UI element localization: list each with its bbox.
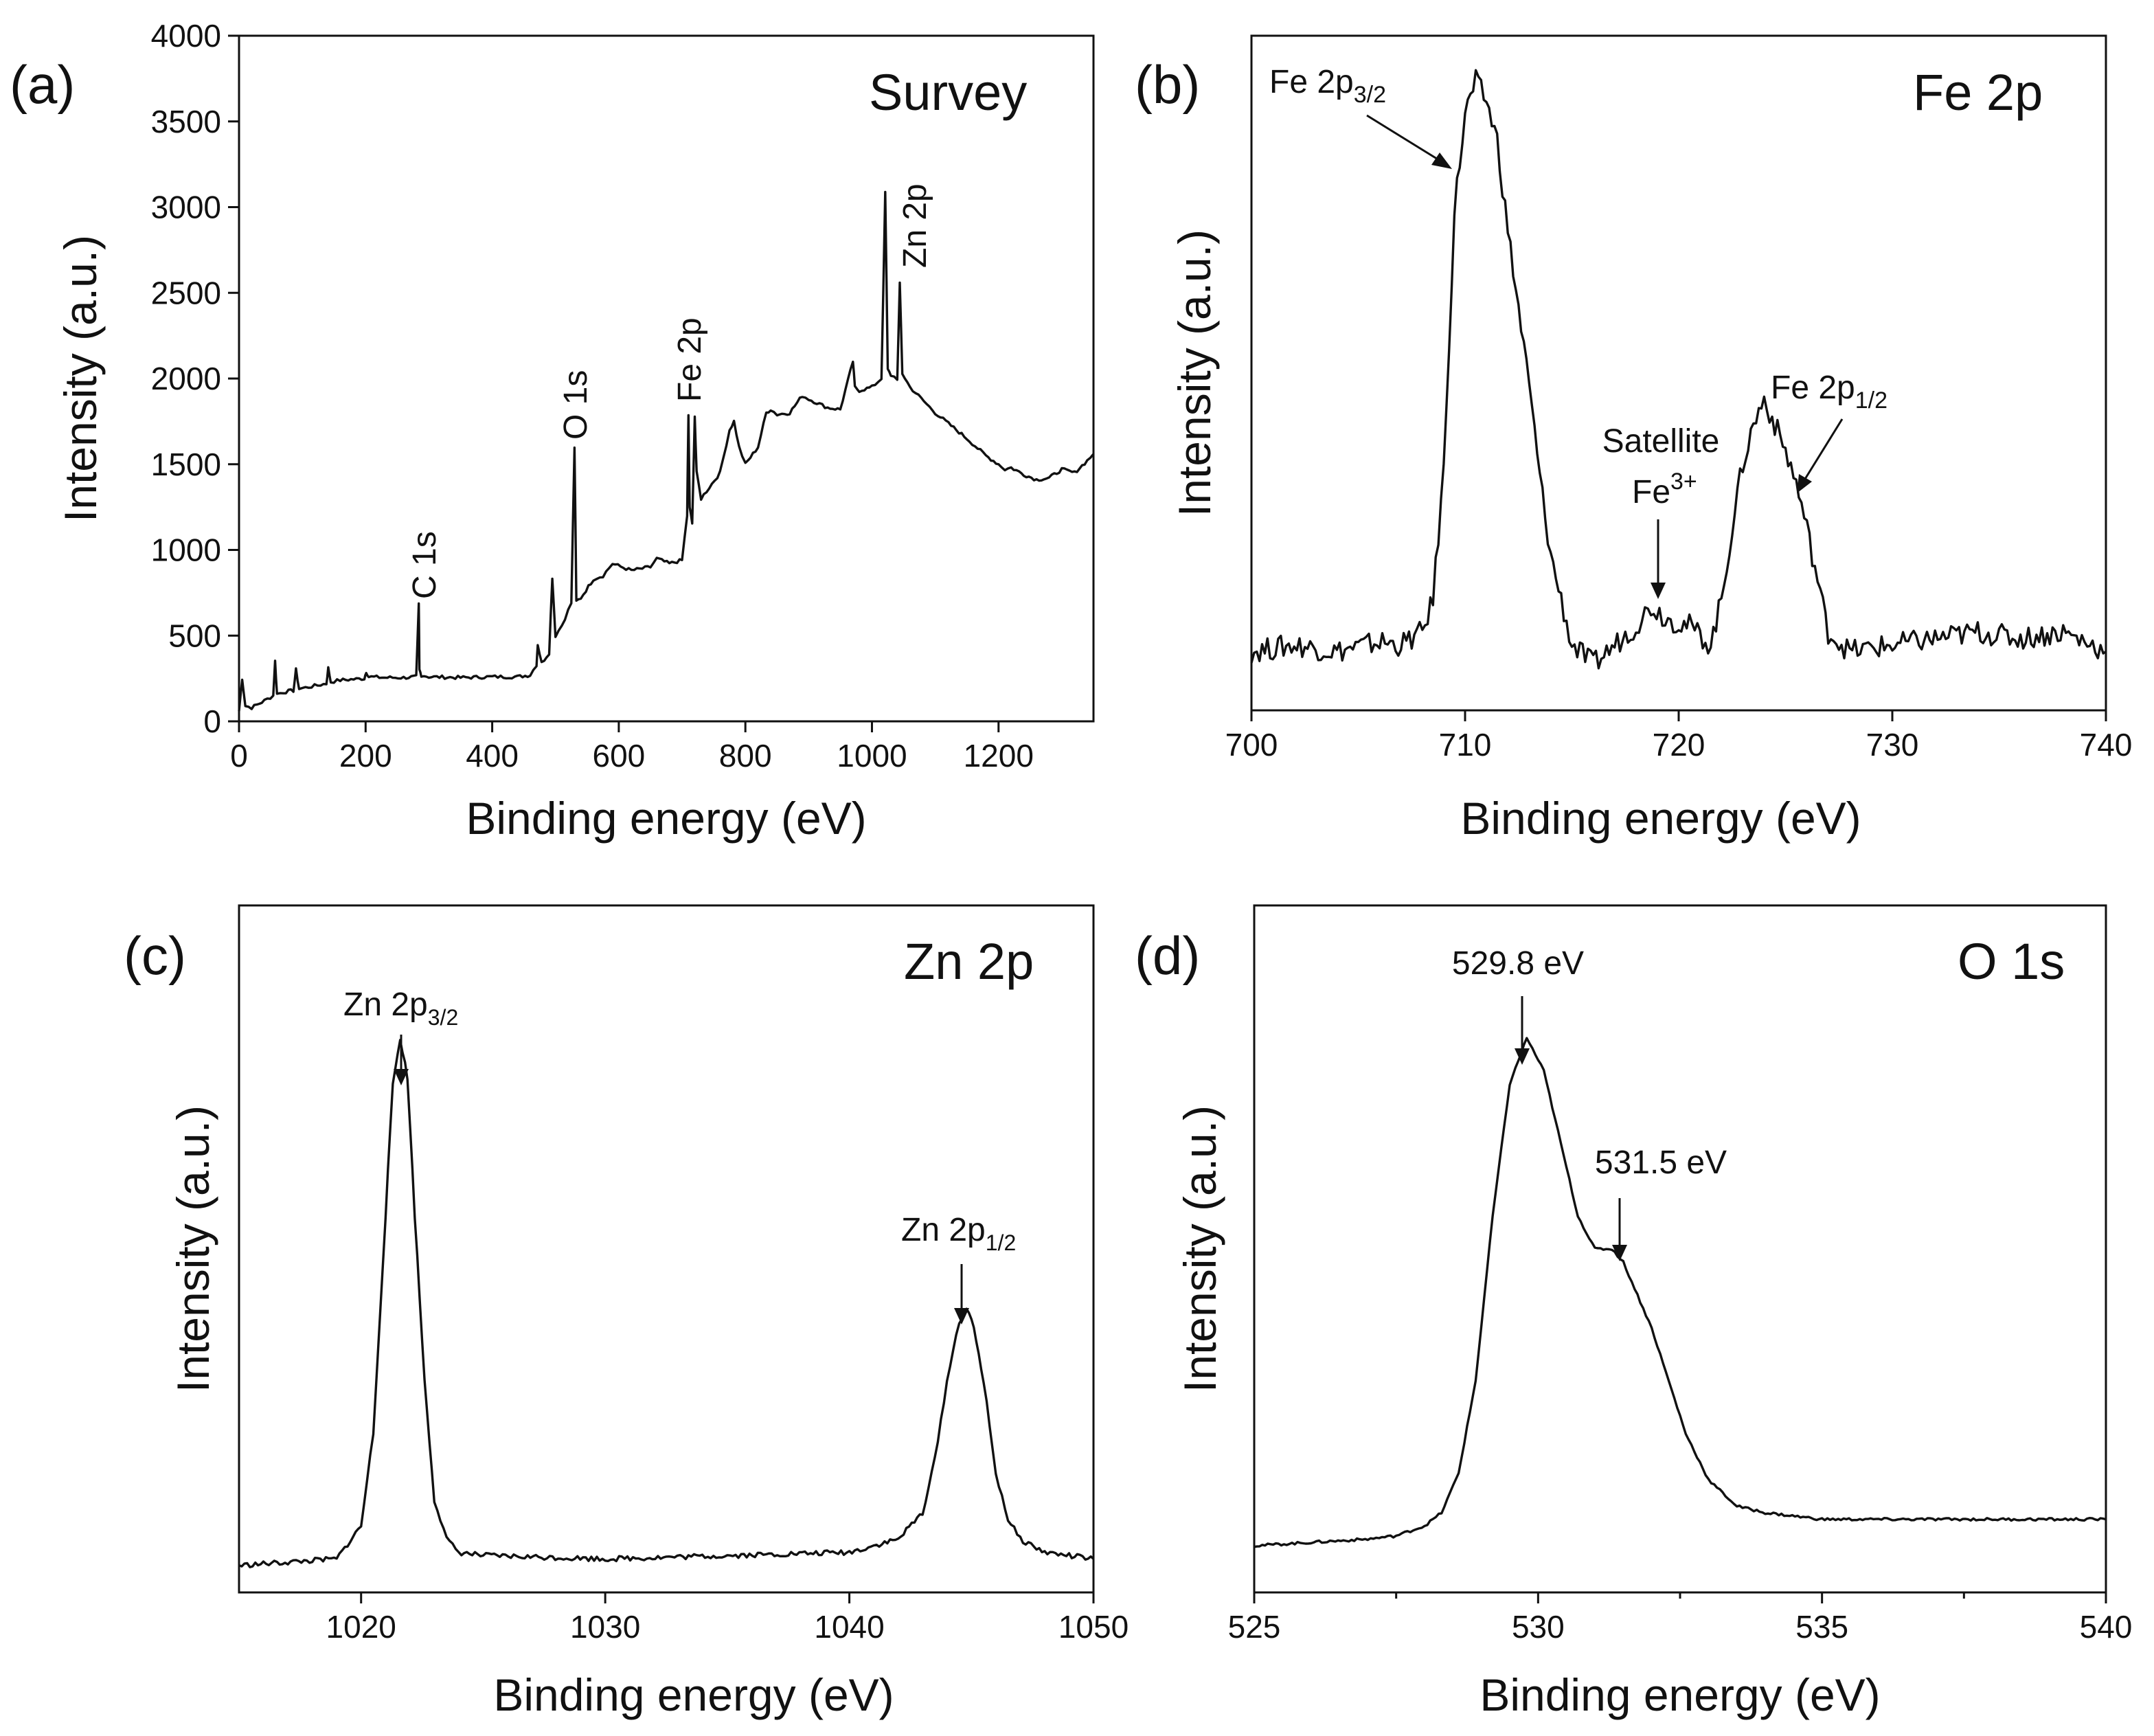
panel-b: (b) Fe 2p Binding energy (eV) Intensity … [1135, 34, 2133, 844]
y-axis-title-d: Intensity (a.u.) [1175, 1105, 1225, 1393]
peak-label-zn2p32-sub: 3/2 [428, 1005, 458, 1030]
fe3-label: Fe3+ [1632, 469, 1697, 510]
arrow-fe2p12 [1802, 418, 1844, 483]
x-tick-label-d-2: 535 [1795, 1609, 1848, 1645]
arrowhead-zn2p12 [954, 1308, 969, 1324]
panel-title-d: O 1s [1958, 933, 2065, 990]
panel-title-b: Fe 2p [1913, 64, 2043, 121]
x-tick-label-a-6: 1200 [964, 738, 1034, 774]
x-ticks-c: 1020 1030 1040 1050 [326, 1592, 1129, 1645]
peak-label-zn2p32-main: Zn 2p [343, 987, 428, 1023]
y-tick-label-a-0: 0 [203, 703, 221, 739]
panel-label-c: (c) [124, 925, 186, 986]
x-tick-label-d-1: 530 [1512, 1609, 1565, 1645]
y-tick-label-a-5: 2500 [151, 275, 221, 311]
peak-label-fe2p32-sub: 3/2 [1354, 82, 1386, 108]
y-tick-label-a-4: 2000 [151, 361, 221, 396]
y-axis-title-b: Intensity (a.u.) [1169, 229, 1220, 517]
x-tick-label-b-1: 710 [1439, 727, 1492, 763]
x-tick-label-b-3: 730 [1866, 727, 1919, 763]
y-ticks-a: 0 500 1000 1500 2000 2500 3000 3500 4000 [151, 18, 239, 739]
y-tick-label-a-8: 4000 [151, 18, 221, 54]
plot-frame-b [1250, 34, 2107, 712]
x-tick-label-c-0: 1020 [326, 1609, 396, 1645]
x-tick-label-c-2: 1040 [814, 1609, 884, 1645]
panel-d: (d) O 1s Binding energy (eV) Intensity (… [1135, 904, 2133, 1720]
peak-label-zn2p: Zn 2p [897, 183, 933, 268]
y-axis-title-c: Intensity (a.u.) [168, 1105, 218, 1393]
peak-label-fe2p32: Fe 2p3/2 [1269, 64, 1386, 108]
x-tick-label-b-2: 720 [1653, 727, 1705, 763]
peak-label-fe2p: Fe 2p [672, 317, 708, 402]
arrowhead-fe2p12 [1797, 474, 1812, 493]
x-axis-title-a: Binding energy (eV) [466, 793, 866, 844]
spectrum-line-c [238, 1039, 1095, 1568]
x-tick-label-b-0: 700 [1225, 727, 1278, 763]
panel-title-a: Survey [869, 64, 1027, 121]
panel-label-a: (a) [10, 54, 75, 115]
x-ticks-d: 525 530 535 540 [1228, 1592, 2133, 1645]
peak-label-zn2p12-main: Zn 2p [901, 1212, 986, 1248]
peak-label-zn2p12: Zn 2p1/2 [901, 1212, 1016, 1255]
x-axis-title-c: Binding energy (eV) [493, 1669, 894, 1720]
x-tick-label-a-2: 400 [466, 738, 519, 774]
x-ticks-b: 700 710 720 730 740 [1225, 710, 2133, 763]
y-axis-title-a: Intensity (a.u.) [55, 235, 106, 522]
spectrum-line-d [1254, 1037, 2107, 1548]
y-tick-label-a-3: 1500 [151, 447, 221, 482]
panel-label-d: (d) [1135, 925, 1200, 986]
peak-label-529-8: 529.8 eV [1452, 945, 1584, 982]
y-tick-label-a-7: 3500 [151, 104, 221, 139]
peak-label-zn2p12-sub: 1/2 [986, 1230, 1016, 1255]
arrowhead-531-5 [1612, 1245, 1627, 1261]
peak-label-zn2p32: Zn 2p3/2 [343, 987, 458, 1030]
x-tick-label-c-1: 1030 [570, 1609, 640, 1645]
spectrum-line-b [1250, 69, 2107, 670]
x-tick-label-b-4: 740 [2080, 727, 2133, 763]
arrowhead-zn2p32 [394, 1069, 409, 1085]
panel-label-b: (b) [1135, 54, 1200, 115]
x-tick-label-d-0: 525 [1228, 1609, 1281, 1645]
fe3-label-sup: 3+ [1670, 469, 1697, 495]
y-tick-label-a-1: 500 [168, 618, 221, 653]
x-tick-label-a-1: 200 [339, 738, 392, 774]
panel-a: (a) Survey Binding energy (eV) Intensity… [10, 18, 1095, 844]
arrowhead-satellite [1651, 583, 1666, 599]
panel-title-c: Zn 2p [904, 933, 1034, 990]
x-tick-label-a-5: 1000 [837, 738, 907, 774]
x-tick-label-d-3: 540 [2080, 1609, 2133, 1645]
x-tick-label-c-3: 1050 [1058, 1609, 1129, 1645]
peak-label-fe2p12: Fe 2p1/2 [1771, 370, 1887, 414]
peak-label-531-5: 531.5 eV [1595, 1145, 1727, 1181]
peak-label-fe2p32-main: Fe 2p [1269, 64, 1354, 100]
plot-frame-c [238, 904, 1095, 1594]
peak-label-fe2p12-sub: 1/2 [1855, 387, 1887, 414]
arrow-fe2p32 [1366, 114, 1443, 164]
satellite-label: Satellite [1602, 423, 1720, 460]
arrowhead-fe2p32 [1431, 153, 1452, 169]
x-tick-label-a-3: 600 [593, 738, 646, 774]
fe3-label-main: Fe [1632, 474, 1670, 510]
peak-label-c1s: C 1s [407, 531, 443, 599]
panel-c: (c) Zn 2p Binding energy (eV) Intensity … [124, 904, 1129, 1720]
y-tick-label-a-2: 1000 [151, 532, 221, 568]
x-ticks-a: 0 200 400 600 800 1000 1200 [230, 721, 1034, 774]
spectrum-line-a [238, 190, 1095, 712]
arrowhead-529-8 [1515, 1048, 1530, 1065]
x-tick-label-a-4: 800 [719, 738, 772, 774]
x-axis-title-d: Binding energy (eV) [1480, 1669, 1880, 1720]
peak-label-o1s: O 1s [558, 370, 594, 440]
x-axis-title-b: Binding energy (eV) [1460, 793, 1861, 844]
peak-label-fe2p12-main: Fe 2p [1771, 370, 1855, 406]
plot-frame-d [1253, 904, 2107, 1594]
plot-frame-a [238, 34, 1095, 723]
x-tick-label-a-0: 0 [230, 738, 248, 774]
y-tick-label-a-6: 3000 [151, 190, 221, 225]
